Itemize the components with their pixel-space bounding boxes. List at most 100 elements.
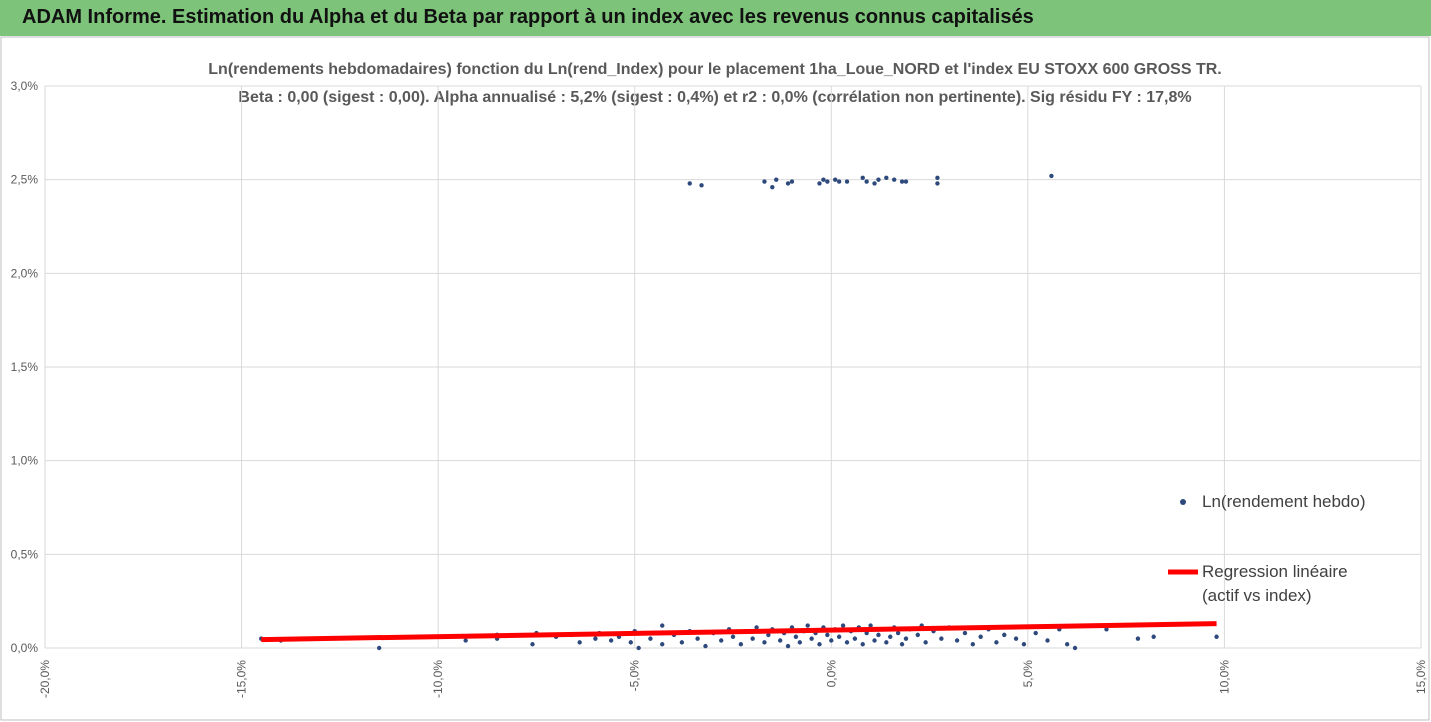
- x-tick-label: 10,0%: [1217, 660, 1231, 694]
- point: [868, 623, 873, 628]
- y-tick-label: 0,0%: [11, 641, 39, 655]
- regression-line: [261, 621, 1217, 643]
- point: [1135, 636, 1141, 641]
- point: [785, 181, 791, 186]
- header: ADAM Informe. Estimation du Alpha et du …: [0, 0, 1431, 36]
- x-tick-label: -15,0%: [235, 660, 249, 698]
- point: [608, 638, 614, 643]
- x-tick-label: -5,0%: [628, 660, 642, 692]
- point: [793, 634, 799, 639]
- point: [872, 638, 877, 643]
- point: [463, 638, 468, 643]
- point: [836, 179, 842, 184]
- point: [774, 177, 779, 182]
- point: [978, 634, 983, 639]
- chart-title: Ln(rendements hebdomadaires) fonction du…: [208, 61, 1221, 78]
- point: [833, 177, 838, 182]
- point: [660, 623, 665, 628]
- point: [888, 634, 893, 639]
- point: [895, 630, 901, 636]
- point: [785, 643, 791, 649]
- point: [738, 642, 744, 647]
- point: [805, 623, 810, 628]
- point: [954, 638, 960, 643]
- point: [1151, 634, 1156, 639]
- point: [648, 636, 653, 641]
- point: [860, 642, 865, 647]
- point: [762, 640, 767, 645]
- point: [809, 636, 814, 641]
- point: [899, 642, 905, 647]
- point: [695, 636, 700, 641]
- point: [825, 632, 830, 638]
- point: [1033, 630, 1038, 636]
- point: [530, 642, 535, 647]
- point: [825, 179, 830, 184]
- point: [660, 642, 665, 647]
- point: [777, 638, 783, 643]
- point: [891, 177, 897, 182]
- point: [817, 642, 822, 647]
- point: [899, 179, 905, 184]
- point: [1021, 642, 1027, 647]
- point: [939, 636, 944, 641]
- point: [628, 640, 633, 645]
- chart-border: [0, 36, 1430, 721]
- point: [903, 179, 909, 184]
- point: [577, 640, 582, 645]
- point: [703, 643, 708, 649]
- y-tick-label: 3,0%: [11, 79, 39, 93]
- point: [844, 179, 850, 184]
- header-title: ADAM Informe. Estimation du Alpha et du …: [22, 6, 1034, 28]
- y-tick-label: 2,5%: [11, 173, 39, 187]
- point: [935, 181, 940, 186]
- point: [766, 632, 771, 638]
- point: [970, 642, 976, 647]
- y-tick-label: 1,5%: [11, 360, 39, 374]
- point: [923, 640, 928, 645]
- point: [829, 638, 834, 643]
- point: [1104, 627, 1109, 632]
- point: [797, 640, 803, 645]
- x-tick-label: 0,0%: [824, 660, 838, 688]
- point: [840, 623, 846, 628]
- point: [1072, 645, 1078, 651]
- y-tick-label: 0,5%: [11, 547, 39, 561]
- legend-scatter: Ln(rendement hebdo): [1202, 492, 1366, 511]
- legend-marker: [1180, 499, 1186, 505]
- point: [962, 630, 968, 636]
- point: [730, 634, 736, 639]
- point: [1214, 634, 1219, 639]
- y-tick-label: 1,0%: [11, 454, 39, 468]
- point: [719, 638, 724, 643]
- point: [770, 184, 775, 190]
- point: [852, 636, 858, 641]
- point: [1049, 173, 1054, 179]
- point: [821, 177, 826, 182]
- point: [844, 640, 850, 645]
- point: [876, 632, 881, 638]
- point: [935, 175, 940, 180]
- point: [1013, 636, 1019, 641]
- point: [860, 175, 865, 180]
- point: [762, 179, 767, 184]
- x-tick-label: -20,0%: [38, 660, 52, 698]
- point: [593, 636, 598, 641]
- point: [884, 640, 889, 645]
- point: [1002, 632, 1007, 638]
- x-tick-label: -10,0%: [431, 660, 445, 698]
- point: [836, 634, 842, 639]
- point: [636, 645, 641, 651]
- chart-subtitle: Beta : 0,00 (sigest : 0,00). Alpha annua…: [238, 89, 1191, 106]
- point: [376, 645, 382, 651]
- x-tick-label: 15,0%: [1414, 660, 1428, 694]
- point: [994, 640, 999, 645]
- point: [864, 179, 869, 184]
- point: [750, 636, 755, 641]
- point: [789, 179, 795, 184]
- point: [817, 181, 822, 186]
- point: [872, 181, 877, 186]
- point: [687, 181, 692, 186]
